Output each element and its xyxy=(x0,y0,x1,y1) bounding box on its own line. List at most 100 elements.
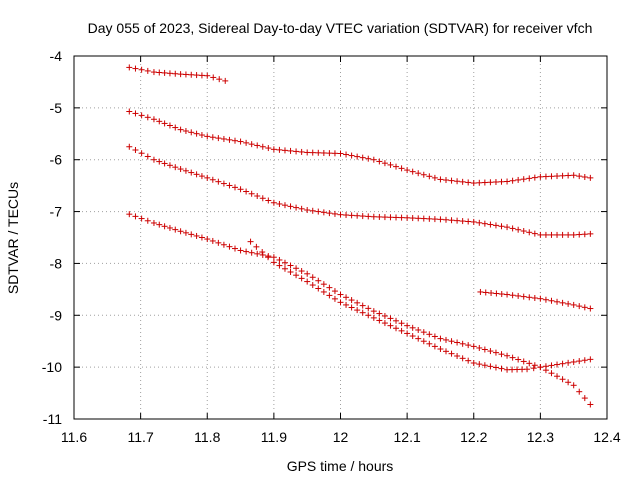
data-point xyxy=(226,182,233,189)
series-s4 xyxy=(126,211,594,408)
data-point xyxy=(448,338,455,345)
data-point xyxy=(398,214,405,221)
series-s6 xyxy=(477,288,594,312)
data-point xyxy=(465,342,472,349)
data-point xyxy=(276,200,283,207)
data-point xyxy=(354,299,361,306)
data-point xyxy=(587,174,594,181)
data-point xyxy=(161,223,168,230)
data-point xyxy=(482,289,489,296)
data-point xyxy=(209,134,216,141)
data-point xyxy=(215,178,222,185)
data-point xyxy=(554,173,561,180)
y-tick-label: -11 xyxy=(43,411,62,427)
data-point xyxy=(498,178,505,185)
data-point xyxy=(565,359,572,366)
data-point xyxy=(359,302,366,309)
y-axis-label: SDTVAR / TECUs xyxy=(5,182,21,294)
data-point xyxy=(138,66,145,73)
data-point xyxy=(150,69,157,76)
data-point xyxy=(515,226,522,233)
data-point xyxy=(476,219,483,226)
data-point xyxy=(348,152,355,159)
data-point xyxy=(404,167,411,174)
data-point xyxy=(337,150,344,157)
data-point xyxy=(370,213,377,220)
data-point xyxy=(298,268,305,275)
data-point xyxy=(198,173,205,180)
data-point xyxy=(393,214,400,221)
data-point xyxy=(448,350,455,357)
data-point xyxy=(554,361,561,368)
data-point xyxy=(293,204,300,211)
data-point xyxy=(426,173,433,180)
data-point xyxy=(548,173,555,180)
data-point xyxy=(237,247,244,254)
data-point xyxy=(247,238,254,245)
data-point xyxy=(376,317,383,324)
data-point xyxy=(126,108,133,115)
data-point xyxy=(365,305,372,312)
data-point xyxy=(537,173,544,180)
data-point xyxy=(409,168,416,175)
data-point xyxy=(531,362,538,369)
data-point xyxy=(537,231,544,238)
data-point xyxy=(381,214,388,221)
data-point xyxy=(565,300,572,307)
data-point xyxy=(276,146,283,153)
data-point xyxy=(404,330,411,337)
data-point xyxy=(420,329,427,336)
data-point xyxy=(304,207,311,214)
data-point xyxy=(293,148,300,155)
data-point xyxy=(222,77,229,84)
data-point xyxy=(431,333,438,340)
data-point xyxy=(415,170,422,177)
data-point xyxy=(243,248,250,255)
data-point xyxy=(348,304,355,311)
data-point xyxy=(581,304,588,311)
data-point xyxy=(198,132,205,139)
data-point xyxy=(481,362,488,369)
data-point xyxy=(481,179,488,186)
data-point xyxy=(370,156,377,163)
data-point xyxy=(504,224,511,231)
data-point xyxy=(509,225,516,232)
data-point xyxy=(504,291,511,298)
data-point xyxy=(465,357,472,364)
data-point xyxy=(470,180,477,187)
data-point xyxy=(531,174,538,181)
data-point xyxy=(150,116,157,123)
data-point xyxy=(520,358,527,365)
data-point xyxy=(520,176,527,183)
data-point xyxy=(454,352,461,359)
data-point xyxy=(138,150,145,157)
data-point xyxy=(166,162,173,169)
data-point xyxy=(492,222,499,229)
data-point xyxy=(365,312,372,319)
data-point xyxy=(548,370,555,377)
data-point xyxy=(509,292,516,299)
data-point xyxy=(398,327,405,334)
data-point xyxy=(161,120,168,127)
data-point xyxy=(232,245,239,252)
data-point xyxy=(459,218,466,225)
data-point xyxy=(188,231,195,238)
data-point xyxy=(243,139,250,146)
data-point xyxy=(309,274,316,281)
data-point xyxy=(548,297,555,304)
data-point xyxy=(209,176,216,183)
data-point xyxy=(193,72,200,79)
data-point xyxy=(132,65,139,72)
series-s5 xyxy=(247,238,594,373)
data-point xyxy=(537,295,544,302)
data-point xyxy=(576,173,583,180)
y-tick-label: -4 xyxy=(50,48,63,64)
x-tick-label: 12.4 xyxy=(593,429,620,445)
x-tick-label: 12.2 xyxy=(460,429,487,445)
data-point xyxy=(237,138,244,145)
series-s1 xyxy=(126,64,229,84)
series-s2 xyxy=(126,108,594,187)
x-tick-label: 12 xyxy=(333,429,349,445)
y-tick-label: -6 xyxy=(50,152,63,168)
data-point xyxy=(287,203,294,210)
